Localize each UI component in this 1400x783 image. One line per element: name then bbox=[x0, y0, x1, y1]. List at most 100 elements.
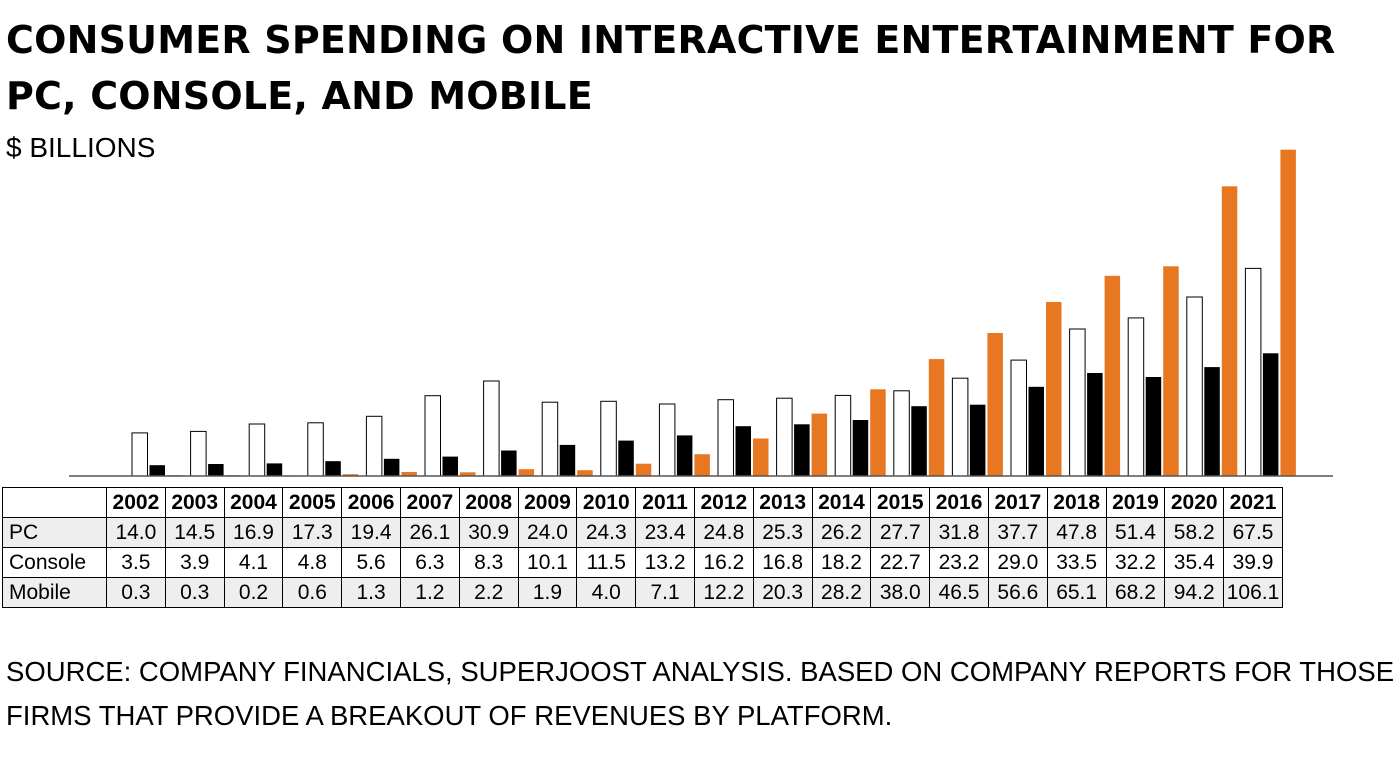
cell-console-2004: 4.1 bbox=[223, 547, 284, 578]
bar-chart bbox=[69, 149, 1333, 477]
year-header-2018: 2018 bbox=[1046, 487, 1107, 518]
cell-console-2008: 8.3 bbox=[458, 547, 519, 578]
table-row-console: Console 3.5 3.9 4.1 4.8 5.6 6.3 8.3 10.1 11.5 13.2… bbox=[2, 547, 1283, 578]
year-header-2011: 2011 bbox=[635, 487, 695, 518]
bar-console-2017 bbox=[1028, 386, 1044, 476]
cell-pc-2014: 26.2 bbox=[811, 517, 872, 548]
cell-pc-2006: 19.4 bbox=[341, 517, 401, 548]
bar-pc-2014 bbox=[834, 394, 852, 477]
year-header-2007: 2007 bbox=[399, 487, 460, 518]
source-note: SOURCE: COMPANY FINANCIALS, SUPERJOOST A… bbox=[6, 656, 1395, 731]
table-body: PC 14.0 14.5 16.9 17.3 19.4 26.1 30.9 24.0 24.3 23… bbox=[2, 517, 1283, 608]
cell-console-2012: 16.2 bbox=[693, 547, 754, 578]
cell-console-2011: 13.2 bbox=[635, 547, 695, 578]
row-label-mobile: Mobile bbox=[2, 577, 107, 608]
table-row-pc: PC 14.0 14.5 16.9 17.3 19.4 26.1 30.9 24.0 24.3 23… bbox=[2, 517, 1283, 548]
cell-mobile-2019: 68.2 bbox=[1105, 577, 1166, 608]
cell-console-2003: 3.9 bbox=[164, 547, 225, 578]
bar-pc-2020 bbox=[1186, 296, 1203, 477]
cell-pc-2013: 25.3 bbox=[752, 517, 813, 548]
table-corner-cell bbox=[2, 487, 107, 518]
chart-subtitle-units: $ BILLIONS bbox=[6, 132, 156, 163]
cell-mobile-2017: 56.6 bbox=[987, 577, 1048, 608]
cell-mobile-2005: 0.6 bbox=[282, 577, 343, 608]
data-table: 2002 2003 2004 2005 2006 2007 2008 2009 2010 2011… bbox=[2, 487, 1283, 608]
bar-console-2004 bbox=[266, 463, 283, 476]
year-header-2004: 2004 bbox=[223, 487, 284, 518]
cell-pc-2015: 27.7 bbox=[870, 517, 931, 548]
cell-pc-2021: 67.5 bbox=[1223, 517, 1283, 548]
bar-console-2002 bbox=[149, 465, 165, 476]
cell-console-2018: 33.5 bbox=[1046, 547, 1107, 578]
bar-mobile-2008 bbox=[518, 469, 535, 476]
bar-mobile-2011 bbox=[694, 454, 710, 476]
row-label-pc: PC bbox=[2, 517, 107, 548]
cell-pc-2010: 24.3 bbox=[576, 517, 637, 548]
bar-mobile-2016 bbox=[987, 333, 1003, 476]
cell-pc-2003: 14.5 bbox=[164, 517, 225, 548]
cell-pc-2008: 30.9 bbox=[458, 517, 519, 548]
bar-mobile-2010 bbox=[635, 463, 652, 476]
bar-console-2003 bbox=[208, 464, 224, 476]
year-header-2017: 2017 bbox=[987, 487, 1048, 518]
cell-pc-2007: 26.1 bbox=[399, 517, 460, 548]
cell-mobile-2014: 28.2 bbox=[811, 577, 872, 608]
cell-mobile-2009: 1.9 bbox=[517, 577, 578, 608]
bar-pc-2002 bbox=[131, 432, 148, 477]
bar-console-2016 bbox=[969, 404, 986, 476]
year-header-2015: 2015 bbox=[870, 487, 931, 518]
bar-pc-2008 bbox=[483, 380, 500, 477]
bar-pc-2012 bbox=[717, 399, 734, 477]
bar-pc-2018 bbox=[1069, 328, 1086, 477]
cell-mobile-2016: 46.5 bbox=[929, 577, 989, 608]
year-header-2014: 2014 bbox=[811, 487, 872, 518]
cell-mobile-2006: 1.3 bbox=[341, 577, 401, 608]
cell-pc-2012: 24.8 bbox=[693, 517, 754, 548]
cell-mobile-2012: 12.2 bbox=[693, 577, 754, 608]
year-header-2002: 2002 bbox=[106, 487, 166, 518]
cell-console-2017: 29.0 bbox=[987, 547, 1048, 578]
chart-title: CONSUMER SPENDING ON INTERACTIVE ENTERTA… bbox=[6, 18, 1336, 118]
bar-console-2011 bbox=[676, 435, 693, 476]
bar-console-2020 bbox=[1204, 367, 1220, 476]
cell-pc-2019: 51.4 bbox=[1105, 517, 1166, 548]
cell-console-2015: 22.7 bbox=[870, 547, 931, 578]
table-header-row: 2002 2003 2004 2005 2006 2007 2008 2009 2010 2011… bbox=[2, 487, 1283, 518]
bar-console-2012 bbox=[735, 426, 751, 476]
bar-pc-2011 bbox=[658, 403, 676, 477]
year-header-2019: 2019 bbox=[1105, 487, 1166, 518]
year-header-2006: 2006 bbox=[341, 487, 401, 518]
year-header-2021: 2021 bbox=[1223, 487, 1283, 518]
year-header-2003: 2003 bbox=[164, 487, 225, 518]
cell-mobile-2003: 0.3 bbox=[164, 577, 225, 608]
cell-mobile-2011: 7.1 bbox=[635, 577, 695, 608]
table-row-mobile: Mobile 0.3 0.3 0.2 0.6 1.3 1.2 2.2 1.9 4.0 7.1 12.2… bbox=[2, 577, 1283, 608]
bar-mobile-2012 bbox=[753, 438, 769, 476]
bar-pc-2016 bbox=[951, 377, 969, 477]
bar-console-2021 bbox=[1262, 353, 1279, 476]
year-header-2016: 2016 bbox=[929, 487, 989, 518]
bar-pc-2019 bbox=[1127, 317, 1145, 477]
year-header-2013: 2013 bbox=[752, 487, 813, 518]
bar-pc-2021 bbox=[1244, 267, 1262, 477]
cell-console-2010: 11.5 bbox=[576, 547, 637, 578]
bar-pc-2006 bbox=[365, 415, 383, 477]
cell-console-2019: 32.2 bbox=[1105, 547, 1166, 578]
bar-pc-2010 bbox=[600, 400, 617, 477]
cell-console-2016: 23.2 bbox=[929, 547, 989, 578]
year-header-2010: 2010 bbox=[576, 487, 637, 518]
year-header-2009: 2009 bbox=[517, 487, 578, 518]
bar-pc-2003 bbox=[190, 430, 207, 477]
bar-mobile-2007 bbox=[460, 472, 476, 476]
year-header-2005: 2005 bbox=[282, 487, 343, 518]
cell-console-2006: 5.6 bbox=[341, 547, 401, 578]
bar-pc-2004 bbox=[248, 423, 266, 477]
bar-console-2007 bbox=[442, 456, 458, 476]
cell-mobile-2004: 0.2 bbox=[223, 577, 284, 608]
bar-mobile-2017 bbox=[1046, 302, 1062, 476]
cell-pc-2017: 37.7 bbox=[987, 517, 1048, 548]
bar-console-2005 bbox=[325, 461, 341, 476]
cell-mobile-2015: 38.0 bbox=[870, 577, 931, 608]
bar-pc-2009 bbox=[541, 401, 559, 477]
cell-console-2021: 39.9 bbox=[1223, 547, 1283, 578]
